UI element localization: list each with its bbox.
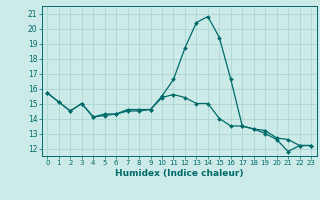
X-axis label: Humidex (Indice chaleur): Humidex (Indice chaleur) <box>115 169 244 178</box>
